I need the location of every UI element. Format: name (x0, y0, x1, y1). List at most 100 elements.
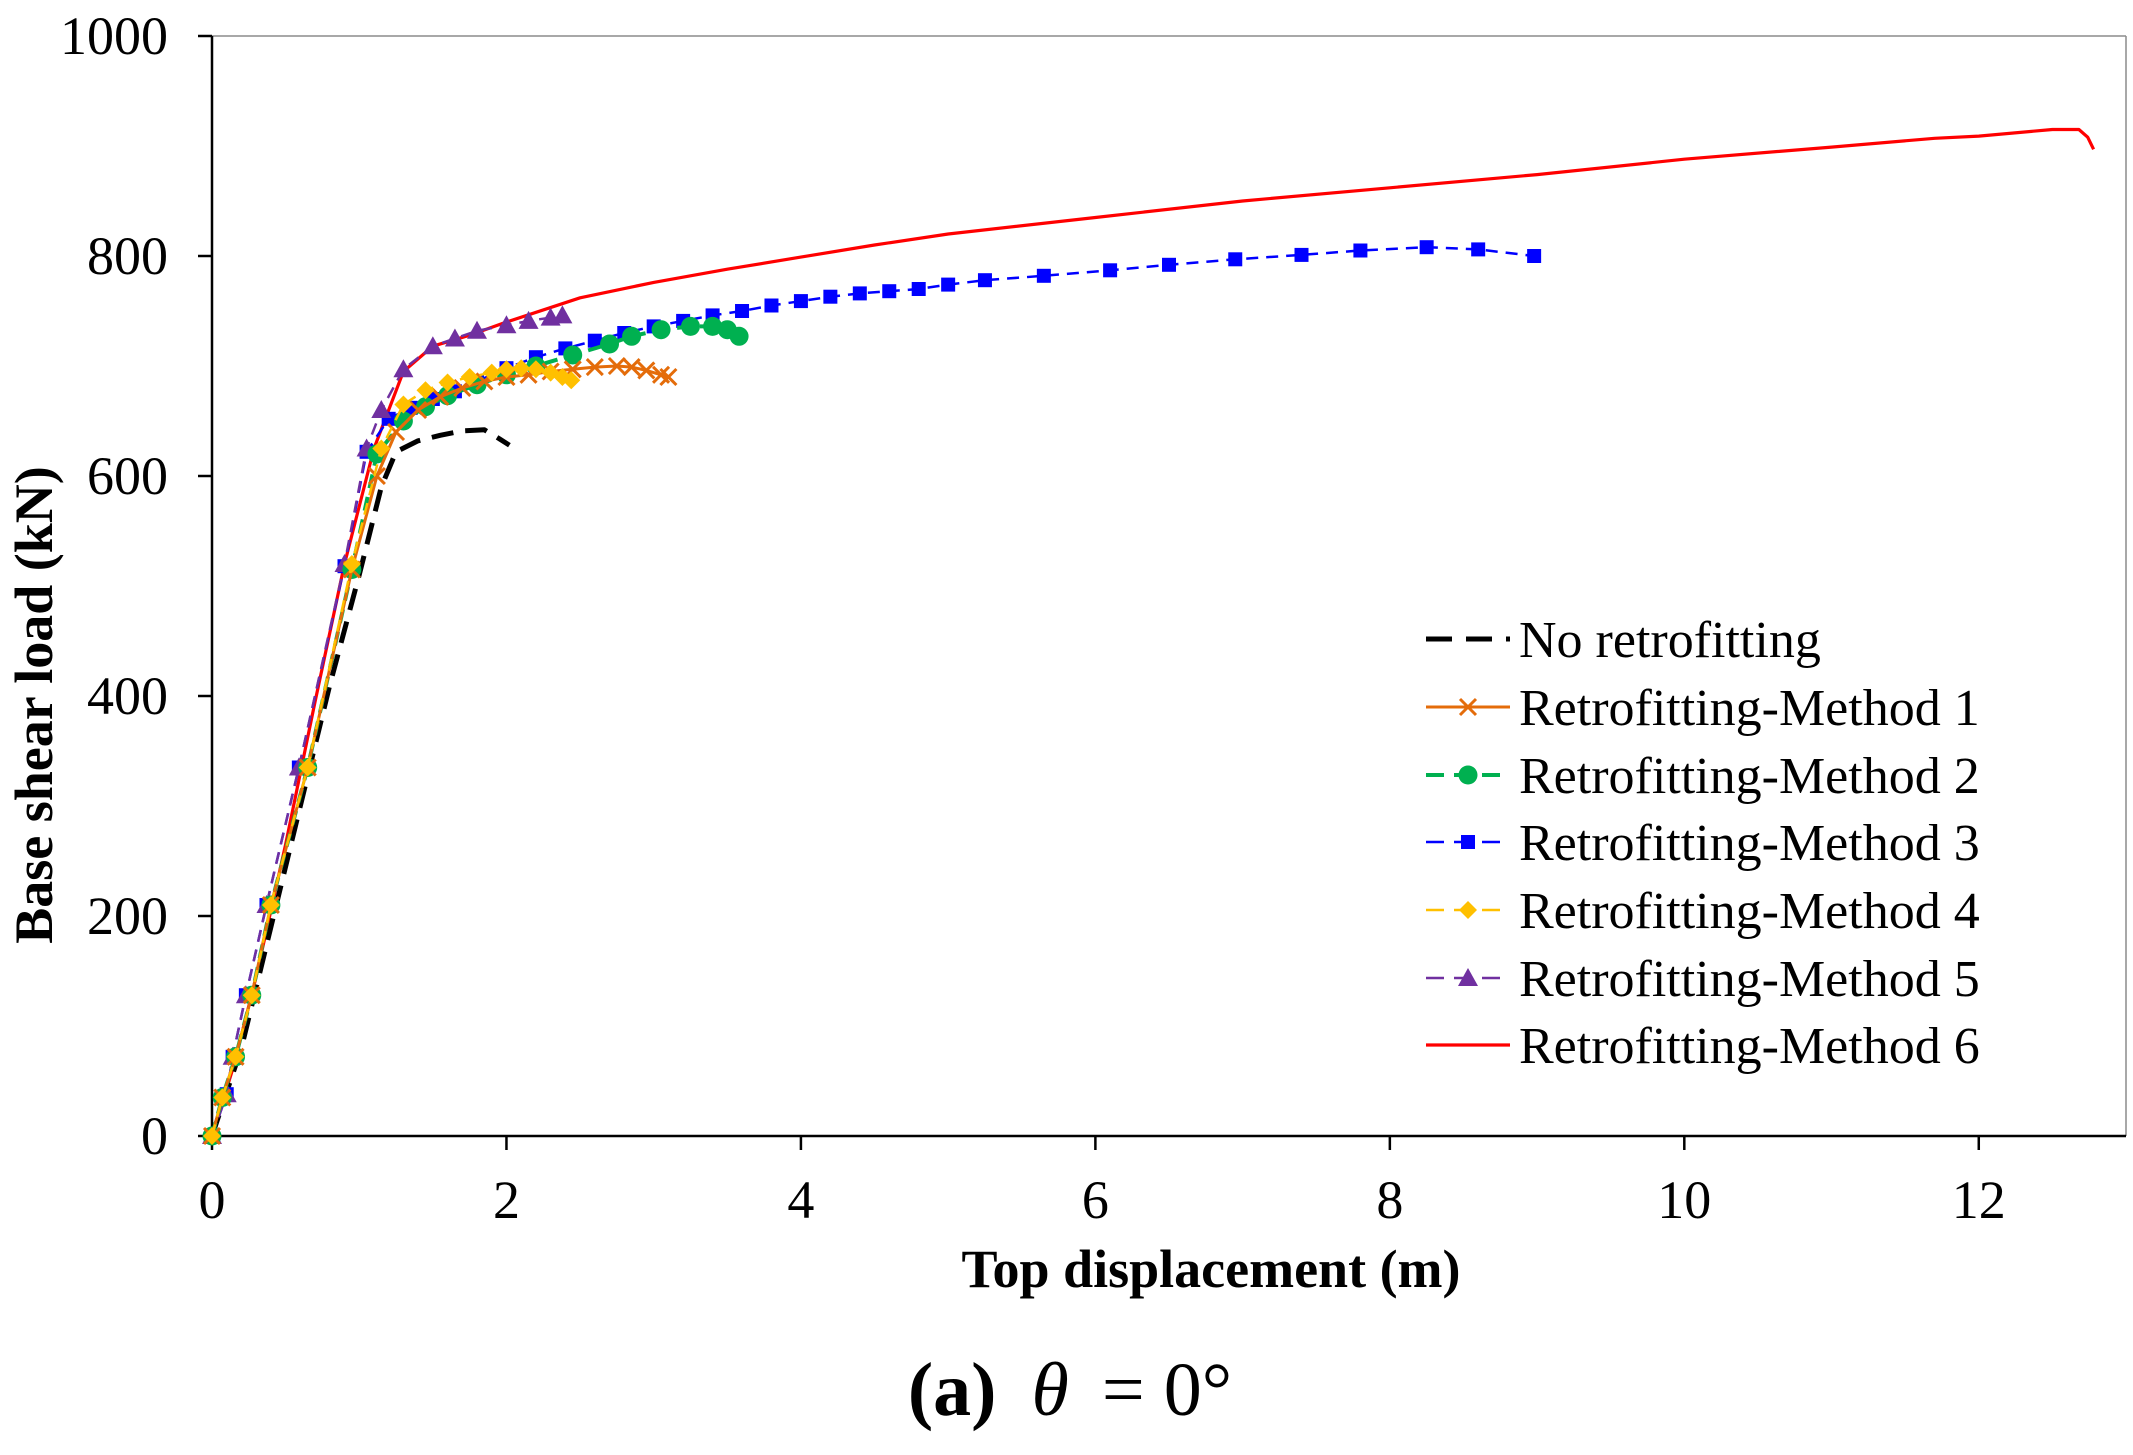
series (202, 316, 749, 1146)
data-point (941, 277, 956, 292)
data-point (1459, 901, 1477, 919)
data-point (977, 273, 992, 288)
legend: No retrofitting Retrofitting-Method 1 Re… (1426, 612, 1980, 1075)
data-point (416, 381, 435, 400)
data-point (562, 371, 581, 390)
data-point (823, 289, 838, 304)
data-point (409, 400, 428, 420)
y-tick-label: 600 (87, 446, 168, 506)
data-point (444, 328, 465, 347)
data-point (438, 373, 457, 392)
data-point (371, 400, 392, 418)
data-point (651, 320, 671, 340)
legend-label: Retrofitting-Method 5 (1519, 951, 1980, 1008)
data-point (852, 286, 867, 301)
data-point (587, 333, 602, 348)
y-tick-label: 400 (87, 666, 168, 726)
data-point (213, 1088, 232, 1107)
data-point (1103, 263, 1118, 278)
x-tick-label: 4 (787, 1170, 814, 1230)
x-tick-label: 0 (199, 1170, 226, 1230)
data-point (1353, 243, 1368, 258)
data-point (563, 345, 583, 365)
series-line (210, 364, 669, 1137)
data-point (1458, 765, 1478, 785)
series (203, 359, 581, 1145)
series (202, 356, 678, 1146)
y-tick-label: 200 (87, 886, 168, 946)
data-point (735, 304, 750, 318)
data-point (518, 310, 539, 329)
data-point (911, 282, 926, 296)
data-point (882, 284, 897, 299)
data-point (793, 294, 808, 309)
x-axis-title: Top displacement (m) (961, 1239, 1460, 1299)
data-point (422, 336, 443, 355)
data-point (622, 326, 642, 346)
x-tick-label: 10 (1657, 1170, 1711, 1230)
data-point (1228, 252, 1243, 267)
data-point (394, 395, 413, 414)
data-point (1471, 242, 1486, 257)
data-point (1461, 835, 1475, 849)
y-axis-title: Base shear load (kN) (4, 466, 64, 944)
legend-label: No retrofitting (1519, 612, 1821, 669)
data-point (729, 326, 749, 346)
data-point (431, 387, 450, 406)
data-point (393, 411, 413, 431)
legend-entry: Retrofitting-Method 6 (1519, 1018, 1980, 1075)
data-point (1458, 697, 1478, 717)
data-point (342, 555, 361, 573)
legend-swatches (1426, 636, 1510, 1047)
data-point (526, 360, 545, 379)
data-point (203, 1127, 221, 1145)
x-tick-label: 2 (493, 1170, 520, 1230)
legend-label: Retrofitting-Method 3 (1519, 815, 1980, 872)
data-point (1294, 247, 1309, 262)
data-point (600, 334, 620, 354)
data-point (1527, 249, 1542, 263)
data-point (681, 316, 700, 336)
data-point (622, 358, 641, 377)
x-tick-label: 8 (1376, 1170, 1403, 1230)
y-tick-label: 800 (87, 226, 168, 286)
legend-label: Retrofitting-Method 2 (1519, 748, 1980, 805)
data-point (386, 422, 406, 442)
data-point (585, 358, 604, 377)
data-point (703, 316, 723, 336)
data-point (764, 298, 779, 313)
legend-label: Retrofitting-Method 1 (1519, 680, 1980, 737)
legend-label: Retrofitting-Method 4 (1519, 883, 1980, 940)
legend-entry: Retrofitting-Method 4 (1519, 883, 1980, 940)
data-point (226, 1047, 245, 1066)
legend-entry: Retrofitting-Method 3 (1519, 815, 1980, 872)
plot-area: 0 200 400 600 800 1000 0 2 4 6 8 10 12 (60, 6, 2127, 1230)
series-line (210, 324, 741, 1137)
data-point (1162, 257, 1176, 272)
data-point (393, 359, 414, 378)
series (202, 305, 573, 1144)
data-point (607, 356, 626, 376)
y-tick-label: 1000 (60, 6, 168, 66)
legend-entry: Retrofitting-Method 1 (1519, 680, 1980, 737)
x-tick-label: 6 (1082, 1170, 1109, 1230)
data-point (512, 359, 531, 378)
data-point (1419, 240, 1434, 255)
data-point (1458, 968, 1478, 986)
caption-symbol: θ (1032, 1348, 1069, 1432)
data-point (496, 315, 517, 334)
data-point (467, 320, 488, 339)
series-line (210, 366, 572, 1137)
caption-label: (a) (908, 1348, 997, 1432)
legend-label: Retrofitting-Method 6 (1519, 1018, 1980, 1075)
data-point (497, 360, 516, 379)
data-point (372, 439, 391, 458)
data-point (298, 758, 317, 777)
data-point (637, 361, 656, 380)
data-point (659, 367, 678, 387)
data-point (1036, 268, 1051, 283)
x-tick-label: 12 (1952, 1170, 2006, 1230)
caption-text: = 0° (1102, 1348, 1232, 1432)
figure-caption: (a) θ = 0° (908, 1348, 1232, 1432)
